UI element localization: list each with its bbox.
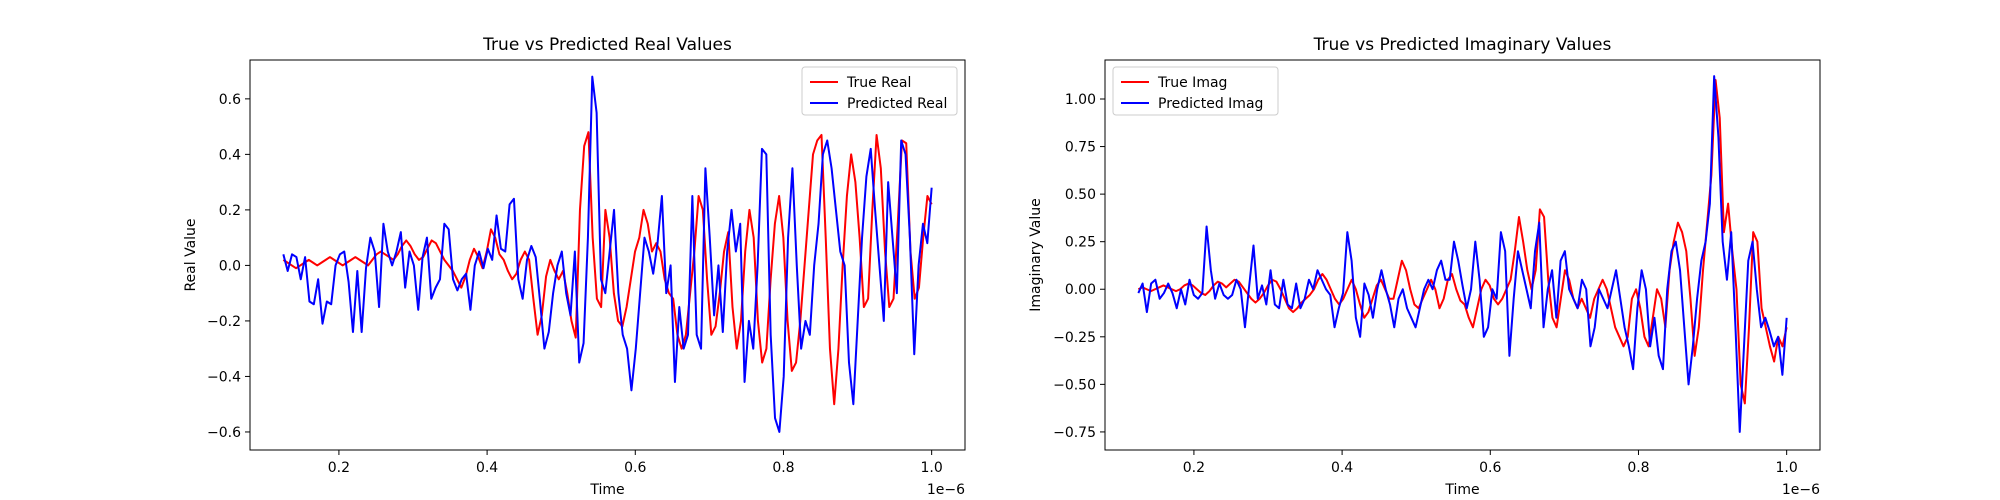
chart-title: True vs Predicted Imaginary Values bbox=[1313, 35, 1612, 55]
x-tick-label: 1.0 bbox=[1776, 460, 1798, 476]
legend-entry-label: Predicted Imag bbox=[1158, 96, 1263, 112]
series-line-true-imag bbox=[1137, 78, 1788, 405]
x-tick-label: 1.0 bbox=[921, 460, 943, 476]
legend-entry-label: True Imag bbox=[1157, 75, 1227, 91]
legend: True Real Predicted Real bbox=[801, 66, 958, 116]
y-tick-label: −0.50 bbox=[1053, 377, 1096, 393]
x-axis-label: Time bbox=[589, 482, 624, 498]
legend-entry-label: True Real bbox=[846, 75, 911, 91]
x-offset-label: 1e−6 bbox=[927, 482, 965, 498]
chart-imag: 0.2 0.4 0.6 0.8 1.0 −0.75 −0.50 −0.25 0.00 0.25 0.… bbox=[1028, 35, 1821, 498]
axes-frame bbox=[1104, 59, 1821, 451]
y-axis-label: Imaginary Value bbox=[1028, 198, 1044, 312]
y-tick-label: 0.75 bbox=[1065, 140, 1096, 156]
x-offset-label: 1e−6 bbox=[1782, 482, 1820, 498]
chart-title: True vs Predicted Real Values bbox=[482, 35, 732, 55]
x-tick-label: 0.6 bbox=[1479, 460, 1501, 476]
x-tick-label: 0.2 bbox=[1183, 460, 1205, 476]
series-line-predicted-imag bbox=[1137, 75, 1788, 433]
axes-frame bbox=[249, 59, 966, 451]
x-axis-label: Time bbox=[1444, 482, 1479, 498]
y-tick-label: 0.4 bbox=[219, 147, 241, 163]
x-tick-label: 0.4 bbox=[476, 460, 498, 476]
y-tick-label: 0.50 bbox=[1065, 187, 1096, 203]
y-tick-label: −0.4 bbox=[207, 369, 241, 385]
y-tick-label: 1.00 bbox=[1065, 92, 1096, 108]
y-tick-label: 0.2 bbox=[219, 203, 241, 219]
x-tick-label: 0.6 bbox=[624, 460, 646, 476]
y-tick-label: 0.00 bbox=[1065, 282, 1096, 298]
x-tick-label: 0.8 bbox=[772, 460, 794, 476]
x-tick-label: 0.4 bbox=[1331, 460, 1353, 476]
y-tick-label: 0.6 bbox=[219, 92, 241, 108]
y-tick-label: −0.6 bbox=[207, 425, 241, 441]
legend-entry-label: Predicted Real bbox=[847, 96, 947, 112]
y-axis-label: Real Value bbox=[183, 218, 199, 291]
x-tick-label: 0.8 bbox=[1627, 460, 1649, 476]
y-tick-label: −0.2 bbox=[207, 314, 241, 330]
x-tick-label: 0.2 bbox=[328, 460, 350, 476]
legend: True Imag Predicted Imag bbox=[1112, 66, 1279, 116]
chart-real: 0.2 0.4 0.6 0.8 1.0−0.6−0.4−0.20.00.20.40.6T… bbox=[183, 35, 966, 498]
series-line-predicted-real bbox=[282, 75, 933, 433]
y-tick-label: −0.75 bbox=[1053, 425, 1096, 441]
y-tick-label: 0.25 bbox=[1065, 235, 1096, 251]
y-tick-label: −0.25 bbox=[1053, 330, 1096, 346]
series-line-true-real bbox=[282, 131, 933, 406]
y-tick-label: 0.0 bbox=[219, 258, 241, 274]
